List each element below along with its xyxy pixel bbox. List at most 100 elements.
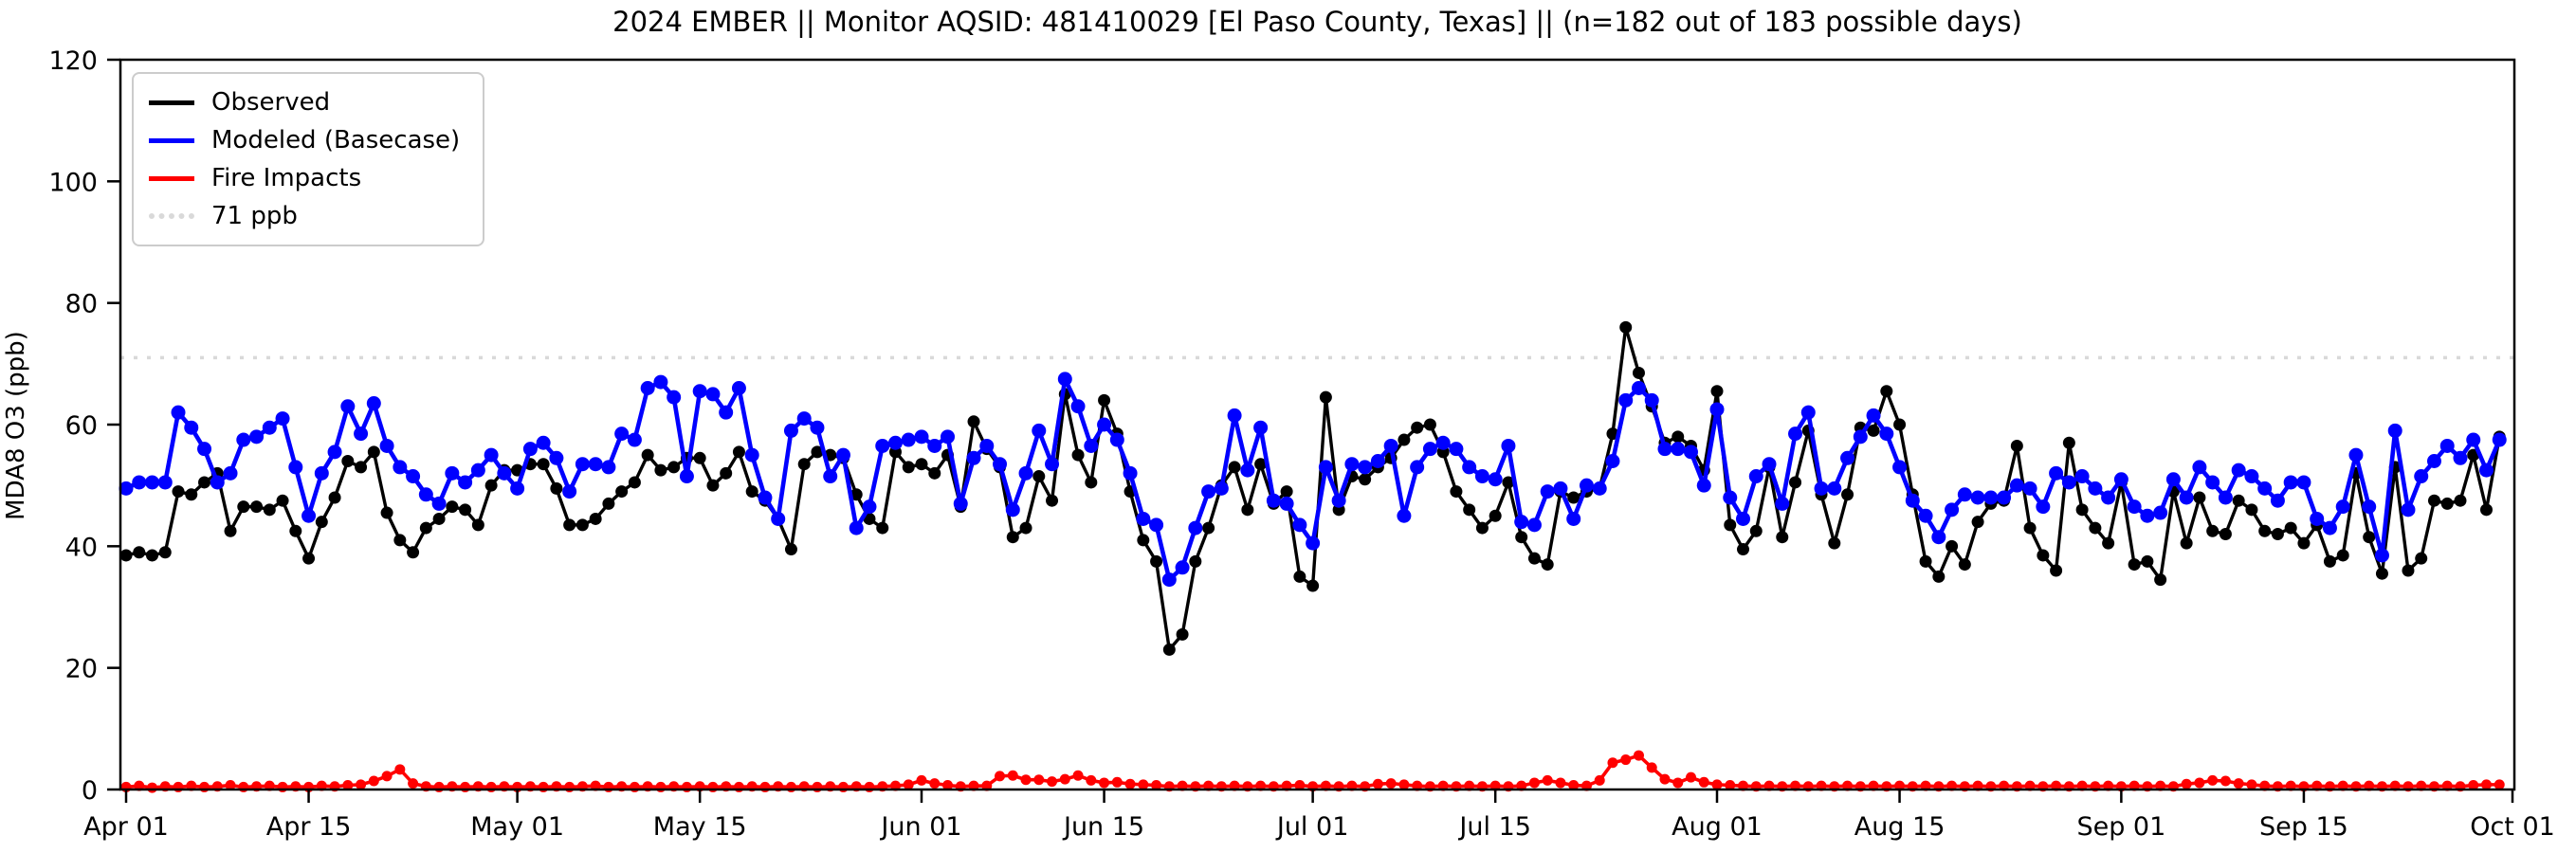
data-point: [679, 469, 694, 484]
data-point: [2374, 548, 2389, 563]
data-point: [1175, 560, 1190, 575]
data-point: [1725, 780, 1736, 791]
data-point: [236, 432, 251, 447]
data-point: [2335, 499, 2350, 515]
data-point: [408, 778, 419, 789]
data-point: [172, 485, 185, 499]
data-point: [1515, 531, 1528, 544]
data-point: [1359, 473, 1372, 486]
data-point: [2050, 564, 2063, 577]
x-tick-label: Oct 01: [2470, 812, 2555, 842]
data-point: [1463, 503, 1476, 517]
data-point: [550, 481, 563, 495]
data-point: [2284, 521, 2297, 535]
data-point: [1344, 457, 1360, 472]
data-point: [368, 775, 379, 787]
data-point: [1685, 771, 1696, 783]
data-point: [1828, 536, 1841, 550]
data-point: [197, 442, 212, 457]
data-point: [706, 479, 720, 492]
data-point: [953, 496, 968, 511]
legend-label: 71 ppb: [211, 202, 298, 230]
data-point: [1970, 490, 1985, 505]
data-point: [2363, 531, 2376, 544]
data-point: [1123, 465, 1138, 481]
data-point: [262, 420, 277, 435]
data-point: [380, 506, 393, 519]
data-point: [812, 781, 823, 792]
data-point: [1749, 524, 1763, 537]
data-point: [1957, 487, 1972, 502]
data-point: [641, 448, 654, 462]
data-point: [771, 511, 786, 526]
data-point: [2348, 447, 2364, 463]
data-point: [1567, 491, 1580, 504]
data-point: [406, 469, 421, 484]
data-point: [2140, 508, 2155, 523]
data-point: [693, 451, 706, 464]
data-point: [875, 438, 890, 453]
data-point: [2466, 432, 2481, 447]
data-point: [603, 781, 614, 792]
legend-item-fire: Fire Impacts: [149, 159, 460, 197]
data-point: [132, 475, 147, 490]
data-point: [288, 460, 303, 475]
data-point: [484, 479, 498, 492]
data-point: [2322, 520, 2337, 535]
data-point: [1659, 773, 1671, 785]
data-point: [1019, 521, 1032, 535]
data-point: [2414, 469, 2429, 484]
data-point: [2022, 481, 2037, 496]
data-point: [1475, 521, 1489, 535]
data-point: [1240, 463, 1255, 478]
data-point: [1958, 558, 1971, 572]
data-point: [901, 432, 916, 447]
data-point: [667, 390, 682, 405]
data-point: [1827, 481, 1842, 496]
data-point: [1918, 508, 1933, 523]
data-point: [1541, 558, 1554, 572]
data-point: [1553, 481, 1568, 496]
data-point: [1879, 426, 1894, 442]
data-point: [2062, 436, 2075, 449]
data-point: [1136, 511, 1151, 526]
data-point: [797, 458, 811, 471]
data-point: [902, 461, 915, 474]
data-point: [2402, 564, 2415, 577]
data-point: [929, 778, 941, 789]
data-point: [562, 484, 577, 499]
data-point: [147, 782, 158, 793]
data-point: [1696, 478, 1711, 493]
data-point: [1488, 472, 1503, 487]
data-point: [2231, 463, 2246, 478]
data-point: [1945, 502, 1960, 517]
data-point: [1385, 778, 1397, 789]
data-point: [1005, 502, 1020, 517]
data-point: [2258, 524, 2272, 537]
data-point: [1632, 366, 1645, 379]
data-point: [1527, 552, 1541, 565]
data-point: [1085, 476, 1098, 489]
data-point: [1594, 774, 1605, 786]
data-point: [224, 524, 237, 537]
data-point: [1070, 399, 1086, 414]
data-point: [1202, 521, 1215, 535]
data-point: [1098, 393, 1111, 407]
data-point: [2049, 465, 2064, 481]
data-point: [1555, 777, 1566, 789]
data-point: [2244, 469, 2259, 484]
data-point: [796, 411, 812, 426]
data-point: [328, 491, 341, 504]
legend-label: Observed: [211, 88, 331, 117]
data-point: [419, 521, 432, 535]
data-point: [431, 496, 447, 511]
data-point: [522, 442, 538, 457]
data-point: [1905, 493, 1920, 508]
data-point: [1280, 485, 1293, 499]
data-point: [1189, 554, 1202, 568]
data-point: [485, 781, 497, 792]
data-point: [2387, 423, 2402, 438]
data-point: [1046, 494, 1059, 507]
data-point: [2283, 475, 2298, 490]
data-point: [445, 465, 460, 481]
